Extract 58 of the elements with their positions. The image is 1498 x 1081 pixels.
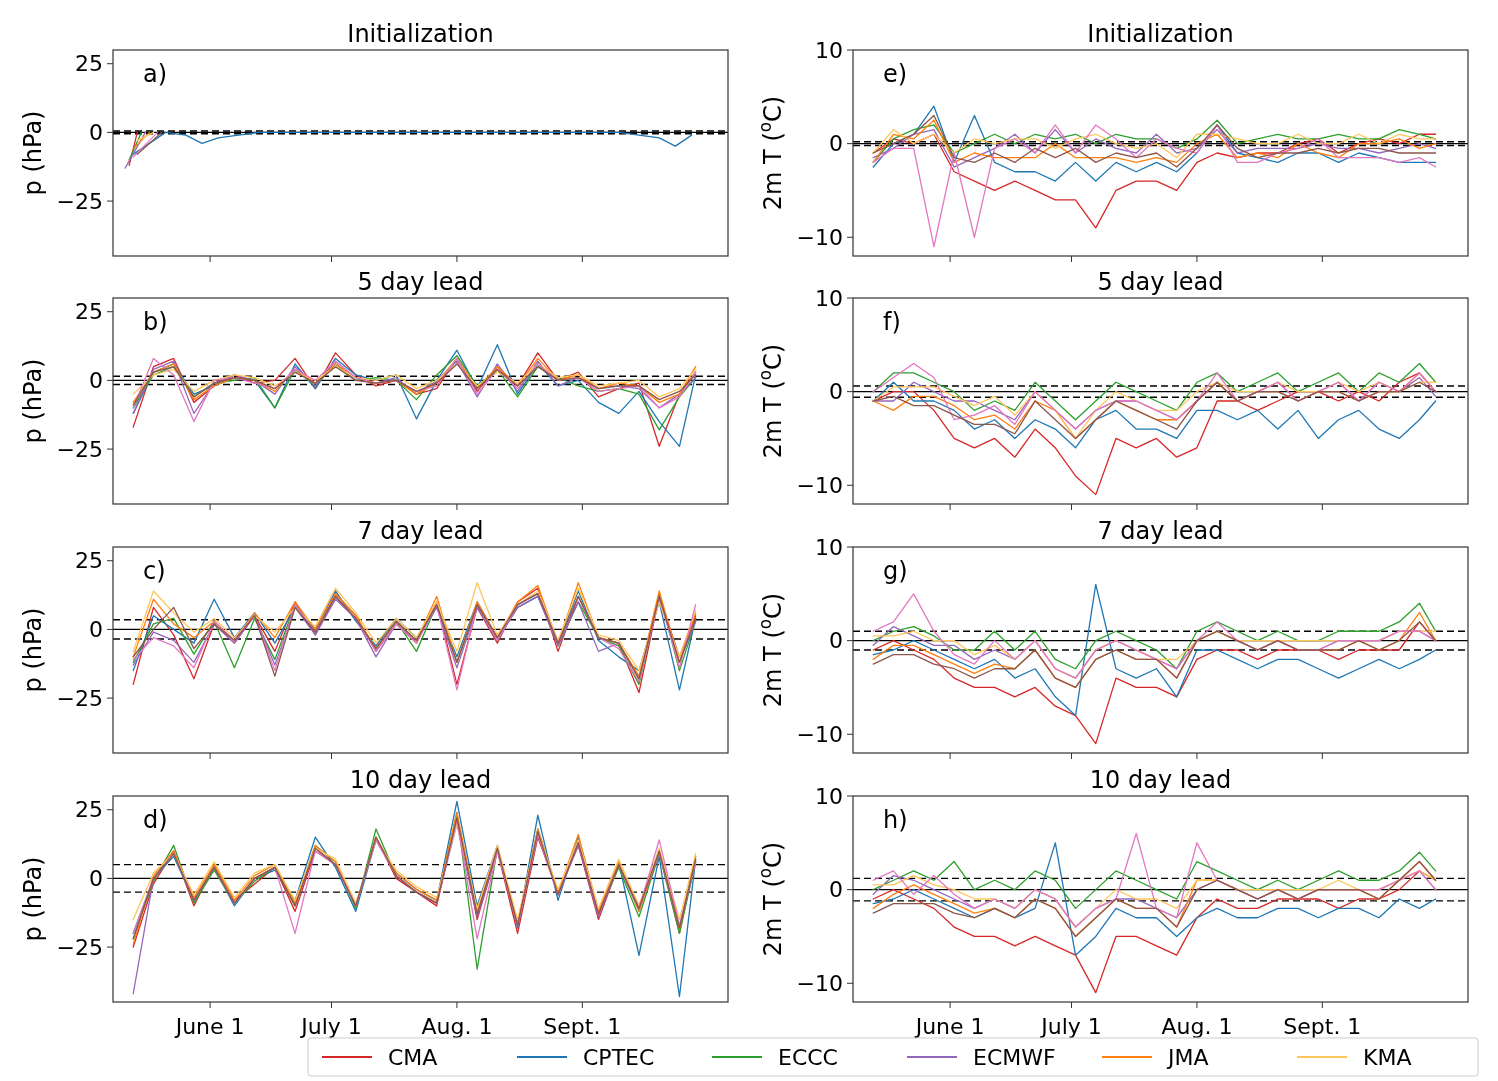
legend-label: ECCC [778,1044,838,1070]
y-tick-label: 0 [829,628,843,654]
y-tick-label: 10 [815,285,843,311]
y-tick-label: −25 [56,685,103,711]
x-tick-label: Aug. 1 [421,1014,493,1039]
y-tick-label: 25 [75,51,103,77]
chart-title: 10 day lead [349,766,492,794]
annotation: c) [143,557,166,585]
annotation: g) [883,557,908,585]
legend-label: ECMWF [973,1044,1056,1070]
legend-label: KMA [1363,1044,1412,1070]
y-tick-label: 0 [89,617,103,643]
x-tick-label: June 1 [913,1014,985,1039]
y-tick-label: 25 [75,797,103,823]
y-tick-label: 0 [89,368,103,394]
chart-title: Initialization [1087,20,1234,48]
y-tick-label: 10 [815,534,843,560]
legend-label: JMA [1166,1044,1209,1070]
annotation: f) [883,308,901,336]
y-tick-label: −10 [796,472,843,498]
chart-title: Initialization [347,20,494,48]
y-tick-label: 0 [829,877,843,903]
y-tick-label: −25 [56,188,103,214]
y-tick-label: −10 [796,224,843,250]
y-tick-label: −10 [796,721,843,747]
x-tick-label: July 1 [299,1014,362,1039]
annotation: a) [143,60,168,88]
y-tick-label: 0 [829,131,843,157]
y-tick-label: 10 [815,783,843,809]
y-axis-title: p (hPa) [19,110,47,196]
x-tick-label: June 1 [173,1014,245,1039]
x-tick-label: July 1 [1039,1014,1102,1039]
annotation: e) [883,60,908,88]
y-tick-label: −25 [56,436,103,462]
chart-title: 10 day lead [1089,766,1232,794]
y-tick-label: −10 [796,970,843,996]
y-tick-label: 25 [75,548,103,574]
annotation: d) [143,806,168,834]
annotation: b) [143,308,168,336]
y-axis-title: p (hPa) [19,607,47,693]
legend-label: CMA [388,1044,438,1070]
y-tick-label: 10 [815,37,843,63]
y-tick-label: 0 [89,866,103,892]
y-tick-label: −25 [56,934,103,960]
y-tick-label: 0 [829,379,843,405]
x-tick-label: Sept. 1 [1283,1014,1362,1039]
y-tick-label: 25 [75,299,103,325]
chart-title: 7 day lead [1097,517,1224,545]
y-tick-label: 0 [89,120,103,146]
x-tick-label: Aug. 1 [1161,1014,1233,1039]
chart-title: 5 day lead [357,268,484,296]
chart-title: 5 day lead [1097,268,1224,296]
annotation: h) [883,806,908,834]
x-tick-label: Sept. 1 [543,1014,622,1039]
y-axis-title: p (hPa) [19,856,47,942]
chart-title: 7 day lead [357,517,484,545]
legend-label: CPTEC [583,1044,655,1070]
y-axis-title: p (hPa) [19,358,47,444]
